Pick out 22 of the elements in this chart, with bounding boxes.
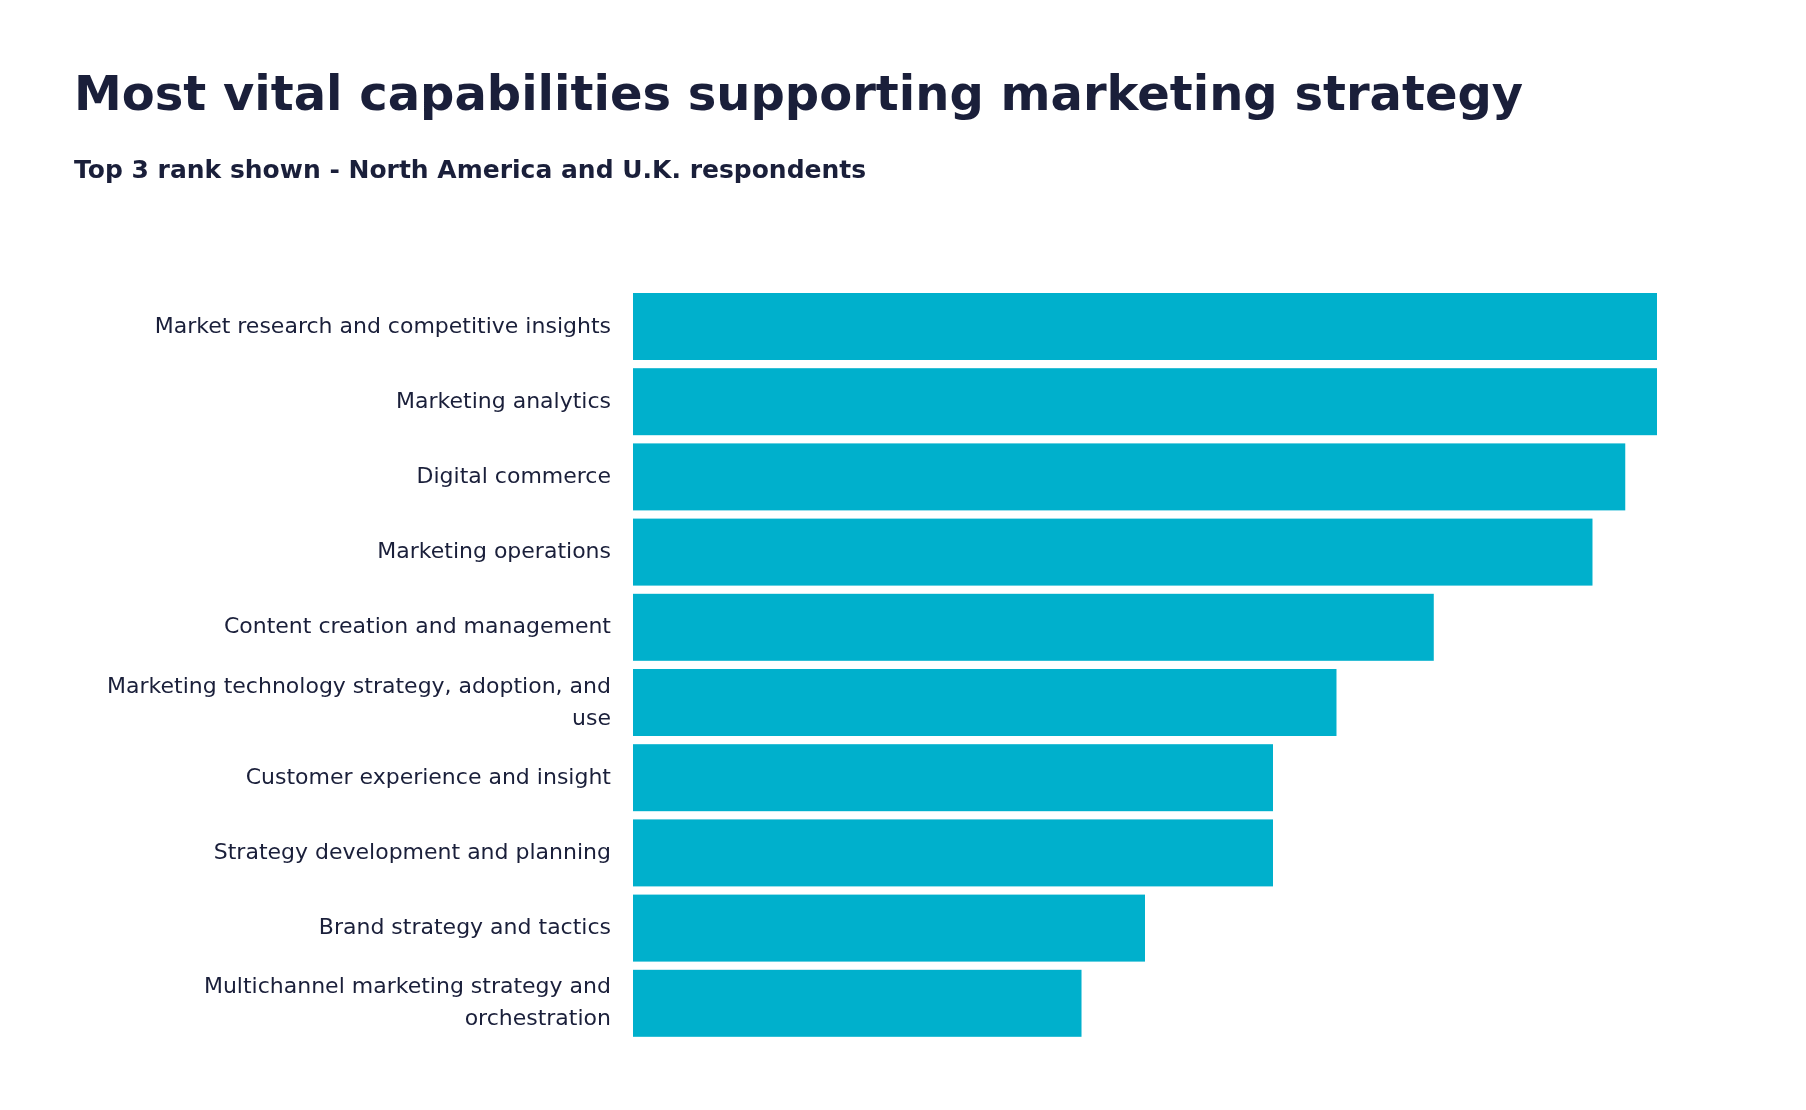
y-tick-label: Strategy development and planning [213,838,611,864]
y-tick-label: Marketing analytics [396,387,611,413]
bar [633,293,1657,360]
y-tick-label: Marketing technology strategy, adoption, and use [107,672,611,730]
y-tick-label: Brand strategy and tactics [318,914,611,940]
bar [633,669,1337,736]
bar [633,518,1593,586]
bar [633,969,1082,1037]
chart-subtitle: Top 3 rank shown - North America and U.K. respondents [74,155,867,184]
bar [633,744,1273,812]
y-tick-label: Marketing operations [377,538,611,564]
y-tick-label: Digital commerce [416,462,611,488]
bar [633,593,1434,661]
y-tick-label: Content creation and management [223,613,612,639]
y-tick-label: Multichannel marketing strategy and orchestration [203,973,611,1031]
y-tick-label: Customer experience and insight [245,763,612,789]
bar [633,894,1145,962]
y-tick-label: Market research and competitive insights [154,312,611,338]
chart-title: Most vital capabilities supporting marketing strategy [74,65,1524,121]
bar [633,819,1273,887]
bar [633,368,1657,436]
bar [633,443,1626,511]
